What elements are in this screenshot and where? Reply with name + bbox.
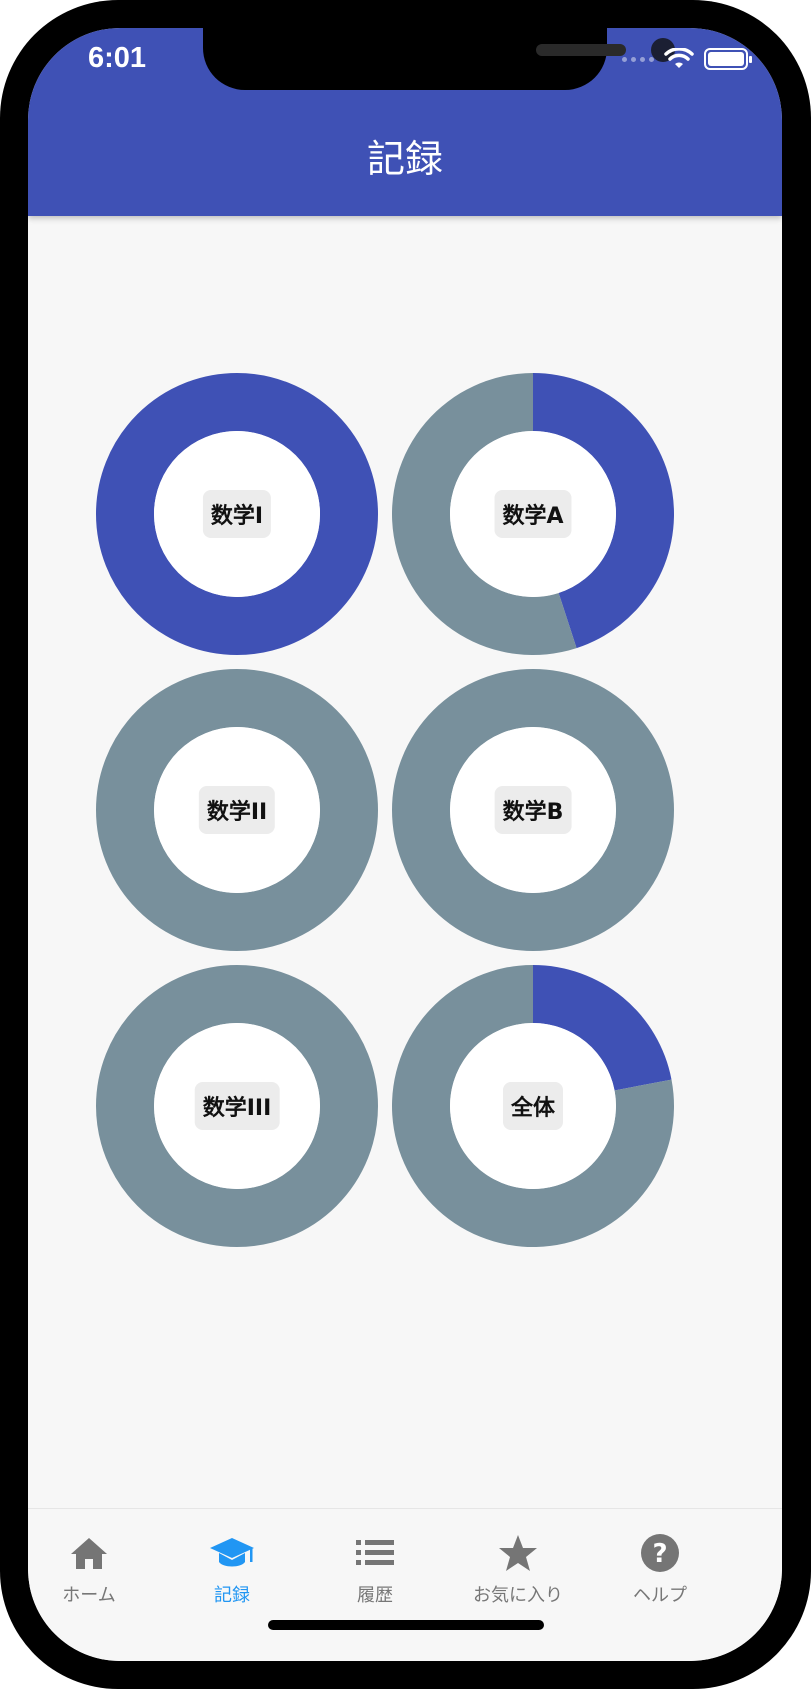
wifi-icon	[664, 48, 694, 68]
tab-label: 記録	[214, 1585, 250, 1606]
donut-label: 全体	[502, 1082, 564, 1130]
help-icon: ?	[641, 1534, 679, 1572]
home-indicator	[268, 1620, 544, 1630]
remaining-segment	[391, 373, 577, 655]
list-icon	[356, 1540, 394, 1565]
tab-favorites[interactable]: お気に入り	[443, 1531, 593, 1607]
donut-chart-matha[interactable]: 数学A	[382, 363, 684, 665]
page-title: 記録	[366, 137, 443, 181]
remaining-segment	[96, 965, 378, 1247]
screen: 6:01 記録 数学I 数学A	[28, 28, 782, 1661]
donut-label: 数学A	[494, 490, 572, 538]
donut-chart-math1[interactable]: 数学I	[86, 363, 388, 665]
tab-label: お気に入り	[473, 1585, 563, 1606]
donut-chart-mathb[interactable]: 数学B	[382, 659, 684, 961]
tab-label: ヘルプ	[633, 1585, 687, 1606]
tab-home[interactable]: ホーム	[28, 1531, 164, 1607]
donut-chart-math2[interactable]: 数学II	[86, 659, 388, 961]
tab-records[interactable]: 記録	[157, 1531, 307, 1607]
signal-icon	[622, 56, 654, 62]
donut-label: 数学II	[198, 786, 276, 834]
tab-label: ホーム	[62, 1585, 116, 1606]
remaining-segment	[392, 965, 674, 1247]
progress-segment	[533, 965, 672, 1091]
notch	[203, 28, 675, 90]
svg-text:?: ?	[652, 1539, 667, 1569]
donut-chart-math3[interactable]: 数学III	[86, 955, 388, 1257]
tab-help[interactable]: ? ヘルプ	[585, 1531, 735, 1607]
donut-label: 数学I	[202, 490, 272, 538]
status-indicators	[622, 46, 752, 72]
donut-chart-overall[interactable]: 全体	[382, 955, 684, 1257]
donut-label: 数学III	[194, 1082, 280, 1130]
speaker	[536, 44, 626, 56]
app-bar: 6:01 記録	[28, 28, 782, 216]
status-time: 6:01	[88, 42, 147, 74]
star-icon	[499, 1535, 537, 1571]
graduation-cap-icon	[210, 1538, 254, 1567]
donut-label: 数学B	[494, 786, 572, 834]
progress-segment	[533, 373, 674, 649]
remaining-segment	[392, 669, 674, 951]
tab-label: 履歴	[357, 1585, 393, 1606]
progress-segment	[96, 373, 378, 655]
tab-history[interactable]: 履歴	[300, 1531, 450, 1607]
remaining-segment	[96, 669, 378, 951]
home-icon	[71, 1538, 107, 1569]
battery-icon	[704, 48, 752, 70]
bottom-tab-bar: ホーム 記録	[28, 1508, 782, 1661]
